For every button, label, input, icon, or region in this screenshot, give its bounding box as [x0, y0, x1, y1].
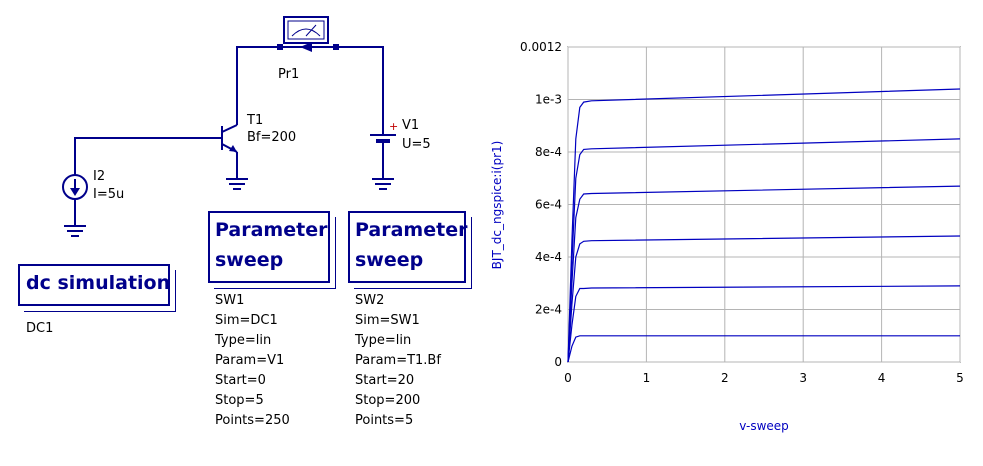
- sweep2-params: SW2 Sim=SW1 Type=lin Param=T1.Bf Start=2…: [355, 291, 441, 431]
- sweep-title-line1: Parameter: [215, 219, 328, 241]
- current-source-icon[interactable]: [62, 174, 88, 200]
- dc-simulation-block[interactable]: dc simulation: [18, 264, 170, 306]
- wires: [74, 46, 384, 225]
- series-line-4: [567, 185, 961, 363]
- param-line: Sim=DC1: [215, 313, 278, 328]
- param-line: Type=lin: [215, 333, 272, 348]
- dc-simulation-title: dc simulation: [26, 272, 171, 294]
- y-tick-label: 0: [554, 355, 562, 369]
- series-line-6: [567, 88, 961, 363]
- param-line: Stop=200: [355, 393, 421, 408]
- current-source-label: I2: [93, 169, 106, 184]
- probe-label: Pr1: [278, 67, 300, 82]
- current-source-param: I=5u: [93, 187, 125, 202]
- voltage-source-label: V1: [402, 118, 420, 133]
- chart-ticks: 0 1 2 3 4 5 0 2e-4 4e-4 6e-4 8e-4 1e-3 0.0012: [520, 40, 964, 385]
- param-line: Points=250: [215, 413, 290, 428]
- sweep1-params: SW1 Sim=DC1 Type=lin Param=V1 Start=0 St…: [215, 291, 290, 431]
- wire-probe-v1: [336, 46, 384, 108]
- x-axis-label: v-sweep: [739, 419, 789, 433]
- series-line-5: [567, 138, 961, 363]
- param-line: Stop=5: [215, 393, 264, 408]
- y-axis-label: BJT_dc_ngspice:i(pr1): [490, 141, 504, 270]
- series-line-1: [567, 335, 960, 363]
- voltage-source-param: U=5: [402, 137, 431, 152]
- param-line: SW1: [215, 293, 245, 308]
- x-tick-label: 4: [878, 371, 886, 385]
- parameter-sweep-block-1[interactable]: Parameter sweep: [208, 211, 330, 283]
- dc-simulation-name: DC1: [26, 321, 54, 336]
- series-line-3: [567, 235, 961, 363]
- voltage-source-icon[interactable]: [370, 108, 396, 150]
- y-tick-label: 2e-4: [535, 303, 562, 317]
- param-line: Sim=SW1: [355, 313, 420, 328]
- y-tick-label: 4e-4: [535, 250, 562, 264]
- param-line: SW2: [355, 293, 385, 308]
- chart-series: [567, 88, 961, 363]
- x-tick-label: 2: [721, 371, 729, 385]
- param-line: Param=T1.Bf: [355, 353, 441, 368]
- x-tick-label: 1: [643, 371, 651, 385]
- y-tick-label: 8e-4: [535, 145, 562, 159]
- param-line: Points=5: [355, 413, 414, 428]
- series-line-2: [567, 285, 961, 363]
- probe-icon[interactable]: [277, 16, 339, 52]
- param-line: Start=0: [215, 373, 266, 388]
- param-line: Type=lin: [355, 333, 412, 348]
- y-tick-label: 6e-4: [535, 198, 562, 212]
- x-tick-label: 5: [956, 371, 964, 385]
- wire-collector-probe: [236, 46, 280, 125]
- y-tick-label: 0.0012: [520, 40, 562, 54]
- transistor-param: Bf=200: [247, 130, 297, 145]
- sweep-title-line1: Parameter: [355, 219, 468, 241]
- x-tick-label: 3: [799, 371, 807, 385]
- x-tick-label: 0: [564, 371, 572, 385]
- param-line: Param=V1: [215, 353, 285, 368]
- parameter-sweep-block-2[interactable]: Parameter sweep: [348, 211, 468, 283]
- transistor-label: T1: [247, 113, 264, 128]
- transistor-icon[interactable]: [200, 124, 238, 153]
- ground-icon: [226, 178, 248, 190]
- y-tick-label: 1e-3: [535, 93, 562, 107]
- sweep-title-line2: sweep: [215, 249, 284, 271]
- wire-base: [74, 137, 200, 150]
- plus-sign: +: [389, 120, 399, 133]
- ground-icon: [64, 225, 86, 237]
- line-chart: 0 1 2 3 4 5 0 2e-4 4e-4 6e-4 8e-4 1e-3 0.0012 v-swee…: [490, 40, 964, 433]
- sweep-title-line2: sweep: [355, 249, 424, 271]
- param-line: Start=20: [355, 373, 415, 388]
- ground-icon: [372, 178, 394, 190]
